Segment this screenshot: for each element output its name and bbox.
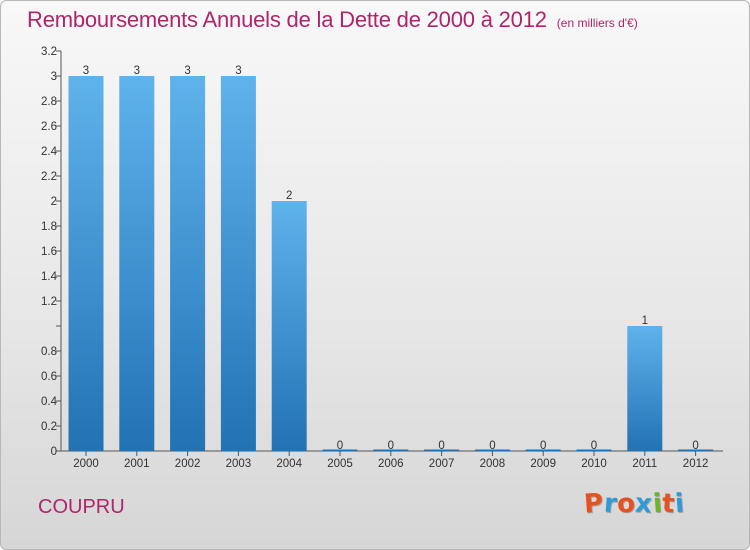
bar-value-label: 3 <box>184 65 190 77</box>
y-tick-label: 2.6 <box>41 121 57 133</box>
y-tick-label: 3 <box>51 71 57 83</box>
x-tick-label: 2007 <box>429 458 455 470</box>
x-tick-label: 2006 <box>378 458 404 470</box>
bar-value-label: 2 <box>286 190 292 202</box>
y-tick-label: 2.8 <box>41 96 57 108</box>
bar-2005 <box>322 449 358 451</box>
x-tick-label: 2009 <box>530 458 556 470</box>
chart-title-text: Remboursements Annuels de la Dette de 20… <box>27 7 547 32</box>
bars <box>68 76 714 451</box>
y-tick-label: 0.4 <box>41 396 58 408</box>
bar-value-label: 0 <box>540 440 546 452</box>
bar-value-label: 0 <box>489 440 495 452</box>
y-tick-label: 0.8 <box>41 346 57 358</box>
logo-letter: x <box>634 488 654 520</box>
proxiti-logo: Proxiti <box>582 488 686 520</box>
bar-2012 <box>678 449 714 451</box>
x-tick-label: 2011 <box>632 458 657 470</box>
y-tick-label: 1.6 <box>41 246 57 258</box>
bar-2001 <box>119 76 155 451</box>
y-tick-label: 2 <box>51 196 57 208</box>
y-tick-label: 1.8 <box>41 221 57 233</box>
chart-subtitle: (en milliers d'€) <box>556 16 638 30</box>
bar-value-label: 0 <box>591 440 597 452</box>
bar-2011 <box>627 326 663 451</box>
y-tick-label: 0 <box>51 446 57 458</box>
bar-2009 <box>525 449 561 451</box>
bar-2004 <box>271 201 307 451</box>
x-tick-label: 2008 <box>480 458 506 470</box>
x-tick-label: 2012 <box>683 458 709 470</box>
bar-value-label: 0 <box>692 440 698 452</box>
place-name: COUPRU <box>38 496 125 518</box>
logo-letter: i <box>673 488 686 520</box>
bar-value-label: 3 <box>134 65 140 77</box>
bar-value-label: 3 <box>235 65 241 77</box>
bar-value-labels: 3 3 3 3 2 0 0 0 0 0 0 1 0 <box>83 65 699 452</box>
bar-2008 <box>474 449 510 451</box>
x-tick-label: 2001 <box>124 458 150 470</box>
bar-value-label: 0 <box>337 440 343 452</box>
x-tick-label: 2004 <box>276 458 302 470</box>
x-tick-label: 2000 <box>73 458 99 470</box>
y-tick-label: 2.2 <box>41 171 57 183</box>
bar-2003 <box>220 76 256 451</box>
y-tick-label: 1.2 <box>41 296 57 308</box>
x-tick-label: 2010 <box>581 458 607 470</box>
x-tick-label: 2003 <box>226 458 252 470</box>
bar-value-label: 0 <box>438 440 444 452</box>
y-tick-label: 2.4 <box>41 146 58 158</box>
bar-2010 <box>576 449 612 451</box>
chart-title: Remboursements Annuels de la Dette de 20… <box>27 7 638 33</box>
chart-axes <box>60 51 723 452</box>
bar-value-label: 3 <box>83 65 89 77</box>
y-tick-label: 0.2 <box>41 421 57 433</box>
bar-value-label: 1 <box>642 315 648 327</box>
y-tick-label: 0.6 <box>41 371 57 383</box>
x-tick-label: 2002 <box>175 458 201 470</box>
x-tick-label: 2005 <box>327 458 353 470</box>
logo-letter: P <box>582 488 605 520</box>
x-axis-labels: 2000 2001 2002 2003 2004 2005 2006 2007 2008 2009… <box>73 451 708 470</box>
bar-2007 <box>424 449 460 451</box>
y-tick-label: 3.2 <box>41 46 57 58</box>
y-axis-ticks: 0 0.2 0.4 0.6 0.8 1.2 1.4 1.6 1.8 2 2.2 2.4 2.6 2.8 3 3… <box>41 46 61 458</box>
bar-2002 <box>170 76 206 451</box>
y-tick-label: 1.4 <box>41 271 58 283</box>
bar-2000 <box>68 76 104 451</box>
bar-2006 <box>373 449 409 451</box>
bar-value-label: 0 <box>388 440 394 452</box>
